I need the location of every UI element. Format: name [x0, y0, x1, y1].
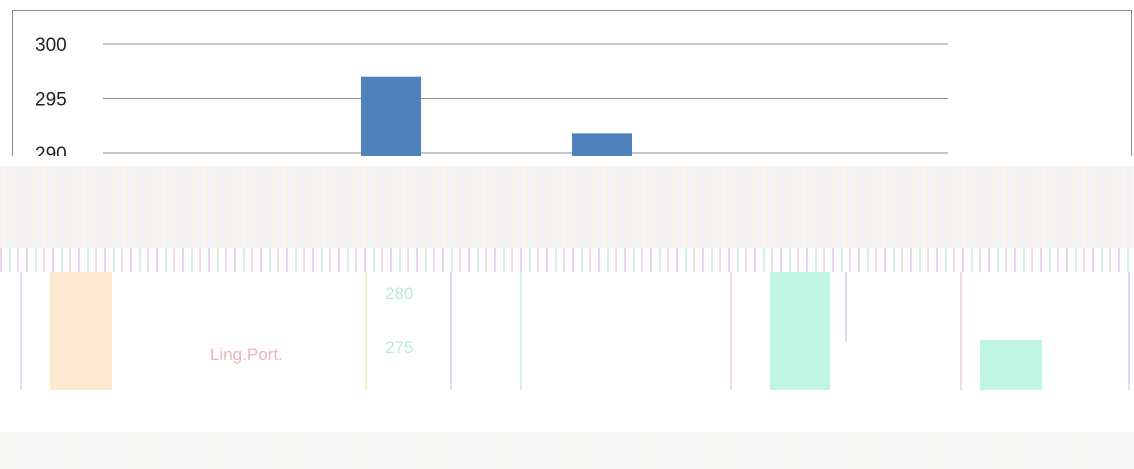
- artifact-line: [1128, 272, 1130, 390]
- y-tick-label: 295: [35, 90, 67, 111]
- y-axis-ticks: 300 295 290: [35, 35, 67, 156]
- bar: [361, 76, 421, 156]
- artifact-line: [730, 272, 732, 390]
- fragment-tick-275: 275: [385, 338, 414, 357]
- fragment-legend-label: Ling.Port.: [210, 345, 283, 364]
- fragment-tick-280: 280: [385, 284, 414, 303]
- y-tick-label: 290: [35, 144, 67, 156]
- bar-fragment-c: [980, 340, 1042, 390]
- artifact-line: [20, 272, 22, 390]
- bar-fragment-b: [770, 272, 830, 390]
- chart-frame: 300 295 290: [12, 10, 1132, 156]
- artifact-line: [520, 272, 522, 390]
- artifact-line: [845, 272, 847, 342]
- scan-stripe-band: [0, 248, 1134, 272]
- artifact-line: [960, 272, 962, 390]
- artifact-line: [365, 272, 367, 390]
- bars: [361, 76, 632, 156]
- chart-plot-area: 300 295 290: [35, 35, 948, 156]
- gridlines: [103, 43, 948, 154]
- bar: [572, 133, 632, 156]
- artifact-line: [450, 272, 452, 390]
- lower-chart-fragment: 280 275 Ling.Port.: [0, 272, 1134, 394]
- scan-noise-band-top: [0, 166, 1134, 248]
- scan-noise-band-bottom: [0, 432, 1134, 469]
- bar-fragment-a: [50, 272, 112, 390]
- y-tick-label: 300: [35, 35, 67, 56]
